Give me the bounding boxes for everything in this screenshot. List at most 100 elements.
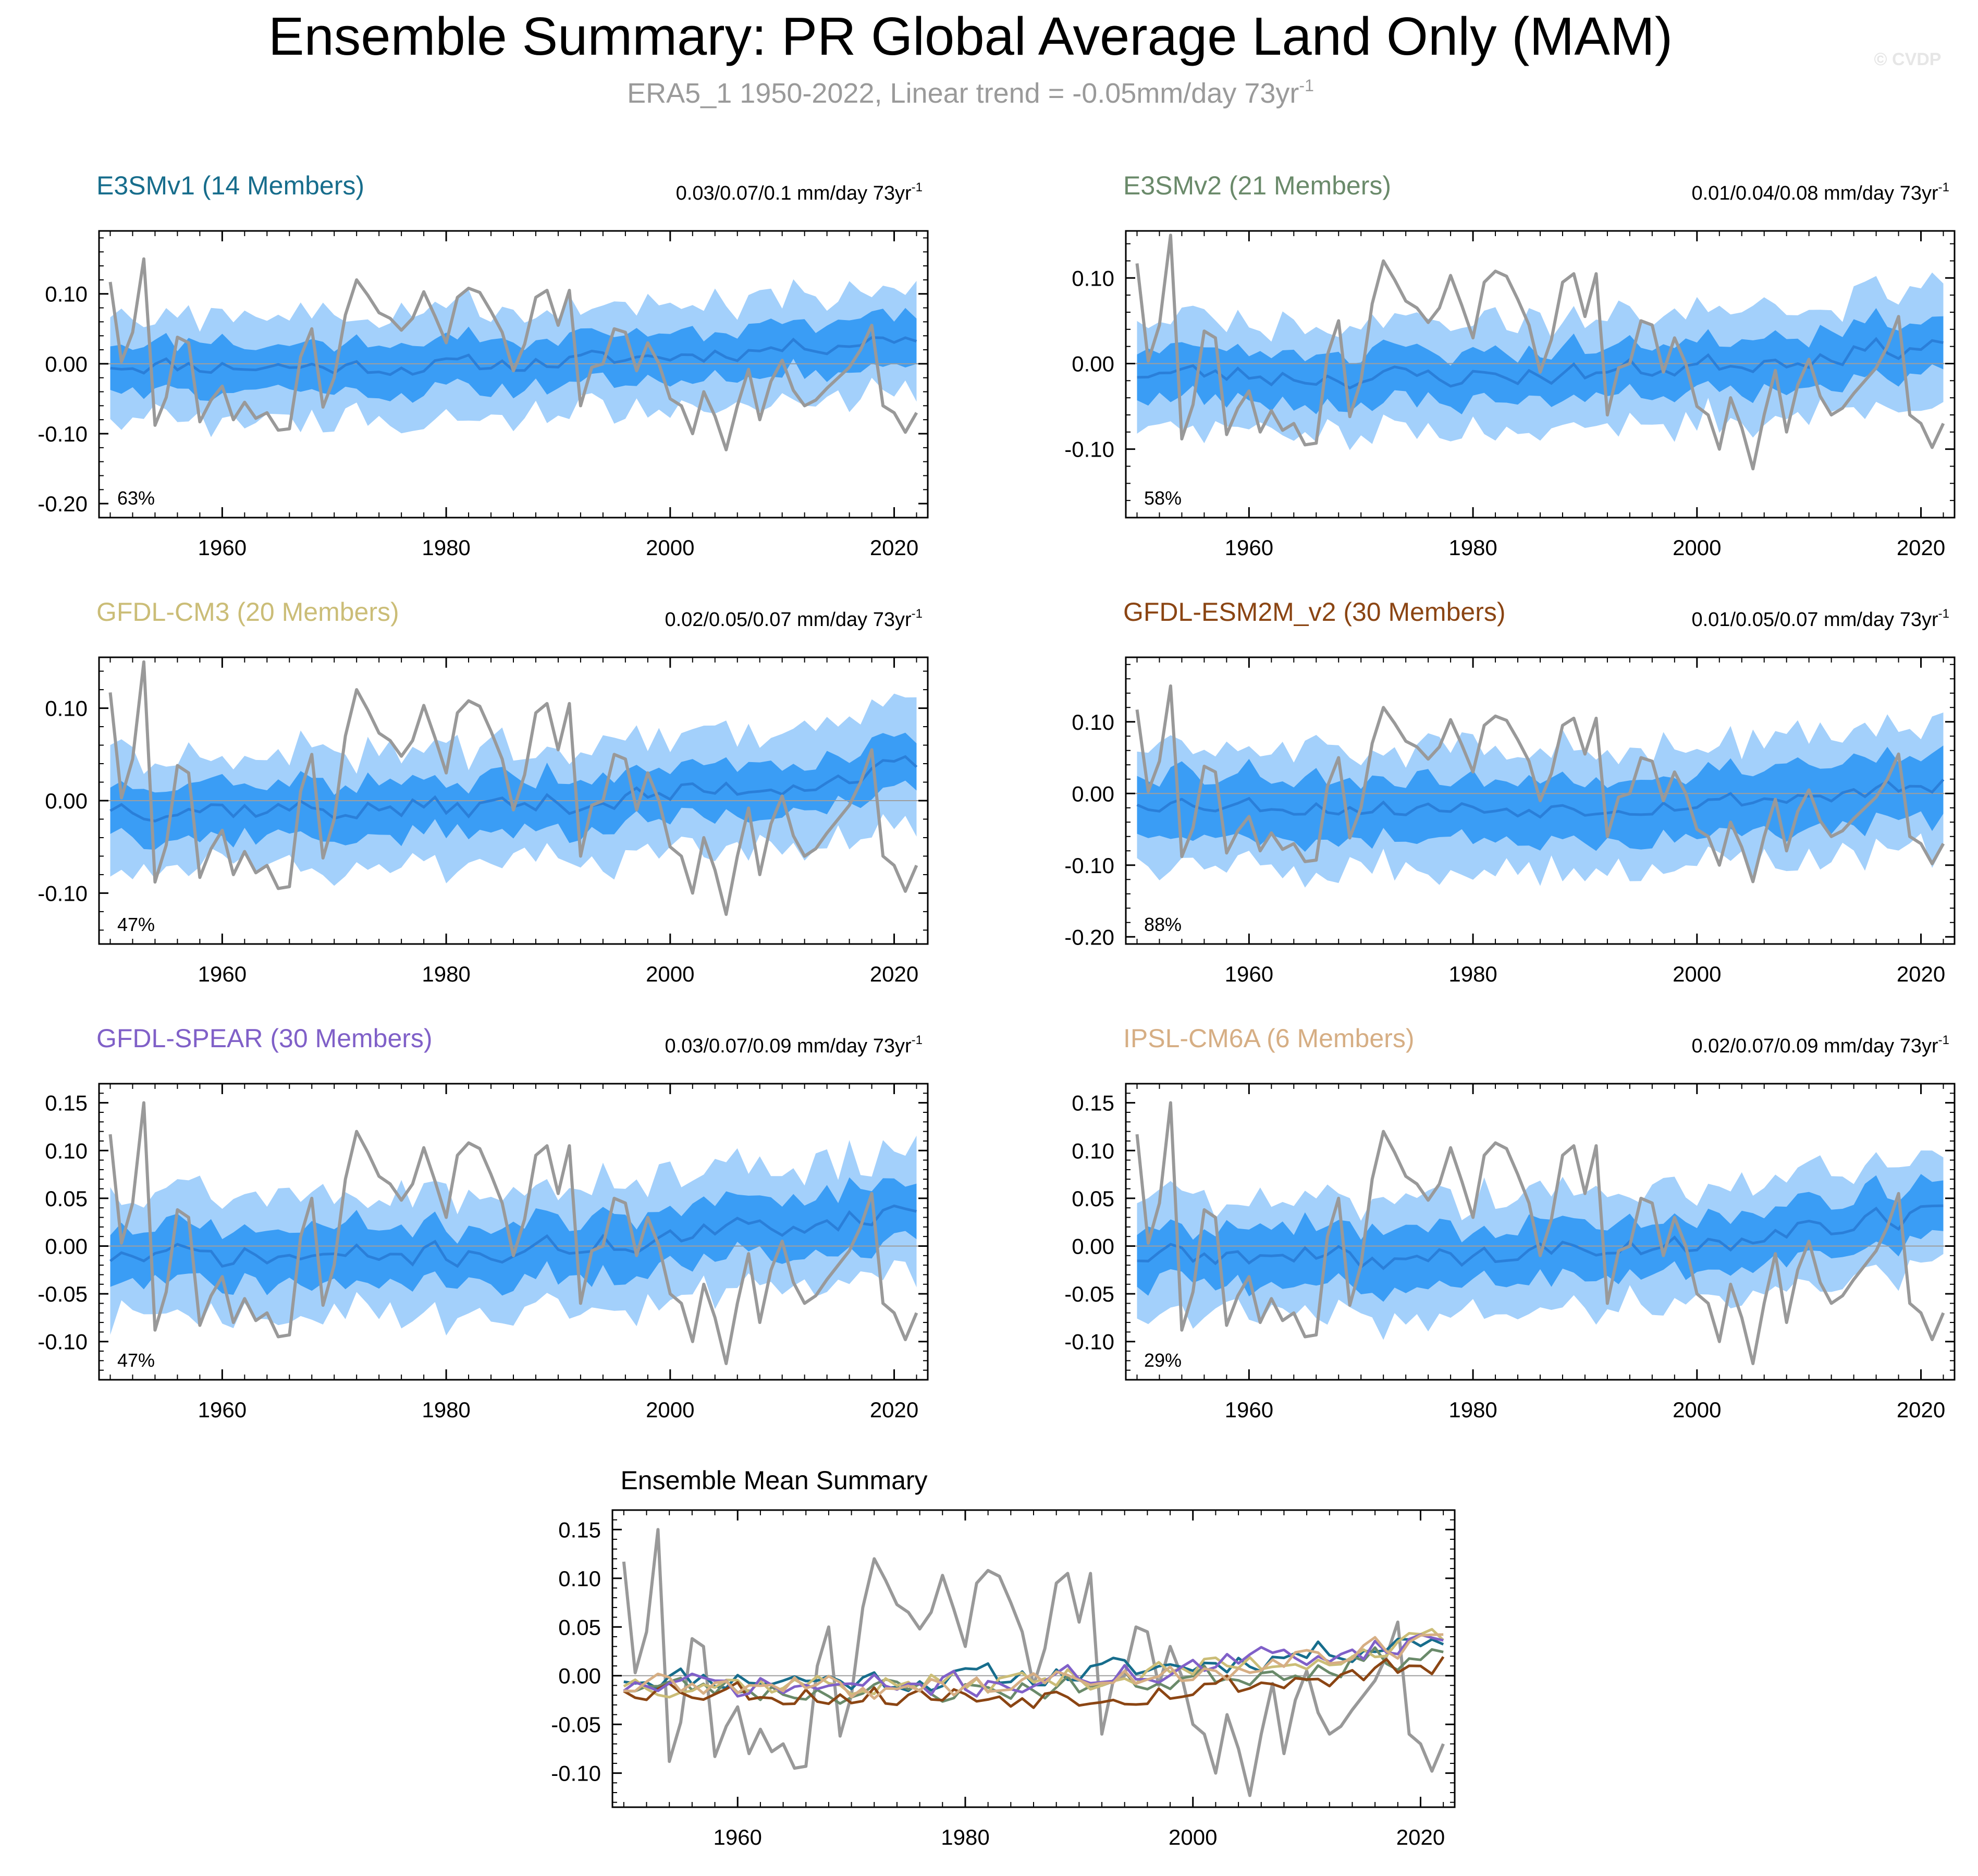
observed-line xyxy=(108,257,918,451)
y-tick-label: 0.00 xyxy=(45,789,88,813)
y-tick-label: 0.10 xyxy=(558,1566,601,1591)
percent-label: 47% xyxy=(117,914,155,935)
x-tick-label: 1980 xyxy=(941,1825,989,1849)
panel-trend-text: 0.02/0.07/0.09 mm/day 73yr-1 xyxy=(1691,1033,1949,1057)
y-tick-label: 0.05 xyxy=(1072,1186,1114,1211)
y-tick-label: 0.00 xyxy=(558,1664,601,1688)
panel-4: 0.10 0.00 -0.10 -0.20 1960 1980 2000 2020 GFDL-E… xyxy=(1064,597,1956,986)
ensemble-range-25-75 xyxy=(110,308,917,403)
panel-title: E3SMv1 (14 Members) xyxy=(96,171,364,200)
panel-6: 0.15 0.10 0.05 0.00 -0.05 -0.10 1960 1980 2000 20… xyxy=(1064,1024,1956,1422)
ensemble-mean-line-GFDL-SPEAR xyxy=(623,1633,1444,1698)
trend-sup: -1 xyxy=(1938,1033,1949,1047)
trend-sup: -1 xyxy=(1938,180,1949,194)
trend-value: 0.03/0.07/0.09 mm/day 73yr xyxy=(665,1035,912,1057)
y-tick-label: 0.15 xyxy=(558,1517,601,1542)
panel-1: 0.10 0.00 -0.10 -0.20 1960 1980 2000 2020 E3SMv1… xyxy=(38,171,929,560)
panel-5: 0.15 0.10 0.05 0.00 -0.05 -0.10 1960 1980 2000 20… xyxy=(38,1024,929,1422)
observed-line xyxy=(1135,684,1945,884)
plot-area xyxy=(99,257,928,451)
x-tick-label: 1980 xyxy=(422,535,470,560)
plot-area xyxy=(99,1101,928,1365)
ensemble-mean-line-GFDL-ESM2M_v2 xyxy=(623,1656,1445,1709)
trend-value: 0.03/0.07/0.1 mm/day 73yr xyxy=(676,182,912,204)
panel-3: 0.10 0.00 -0.10 1960 1980 2000 2020 GFDL-CM3 (2… xyxy=(38,597,929,986)
x-tick-label: 2000 xyxy=(646,1397,694,1422)
trend-sup: -1 xyxy=(912,1033,923,1047)
panel-title: IPSL-CM6A (6 Members) xyxy=(1123,1024,1414,1053)
x-tick-label: 2020 xyxy=(870,535,918,560)
subtitle-text: ERA5_1 1950-2022, Linear trend = -0.05mm… xyxy=(627,78,1299,109)
x-tick-label: 1960 xyxy=(1225,1397,1273,1422)
observed-line xyxy=(622,1528,1445,1797)
ensemble-mean-line-IPSL-CM6A xyxy=(623,1633,1444,1700)
y-tick-label: 0.00 xyxy=(45,352,88,376)
x-tick-label: 1960 xyxy=(198,1397,247,1422)
y-tick-label: -0.05 xyxy=(551,1712,601,1737)
panel-trend-text: 0.01/0.04/0.08 mm/day 73yr-1 xyxy=(1691,180,1949,204)
watermark: © CVDP xyxy=(1874,50,1942,69)
y-tick-label: -0.20 xyxy=(1064,925,1114,949)
y-tick-label: 0.15 xyxy=(45,1091,88,1115)
y-tick-label: 0.10 xyxy=(1072,710,1114,734)
x-tick-label: 1960 xyxy=(1225,962,1273,986)
panel-7: 0.15 0.10 0.05 0.00 -0.05 -0.10 1960 1980 2000 20… xyxy=(551,1466,1456,1849)
panel-trend-text: 0.03/0.07/0.09 mm/day 73yr-1 xyxy=(665,1033,923,1057)
ensemble-mean-line xyxy=(1137,337,1944,390)
y-tick-label: 0.00 xyxy=(1072,1234,1114,1258)
x-tick-label: 1980 xyxy=(1448,962,1497,986)
trend-sup: -1 xyxy=(912,607,923,621)
x-tick-label: 2020 xyxy=(1897,535,1945,560)
plot-frame xyxy=(611,1509,1456,1808)
panel-title: GFDL-ESM2M_v2 (30 Members) xyxy=(1123,597,1506,627)
x-tick-label: 1980 xyxy=(1448,1397,1497,1422)
y-tick-label: -0.05 xyxy=(1064,1282,1114,1306)
plot-area xyxy=(1126,684,1955,888)
trend-value: 0.01/0.05/0.07 mm/day 73yr xyxy=(1691,609,1938,631)
x-tick-label: 1980 xyxy=(422,962,470,986)
plot-area xyxy=(612,1528,1455,1797)
figure-title: Ensemble Summary: PR Global Average Land… xyxy=(268,6,1673,66)
plot-area xyxy=(1126,1101,1955,1365)
figure-subtitle: ERA5_1 1950-2022, Linear trend = -0.05mm… xyxy=(627,76,1314,109)
x-tick-label: 2020 xyxy=(870,1397,918,1422)
ensemble-range-25-75 xyxy=(110,732,917,850)
percent-label: 63% xyxy=(117,487,155,509)
y-tick-label: 0.00 xyxy=(1072,781,1114,806)
y-tick-label: -0.10 xyxy=(38,881,88,905)
x-tick-label: 1980 xyxy=(1448,535,1497,560)
y-tick-label: 0.10 xyxy=(1072,1138,1114,1163)
percent-label: 58% xyxy=(1144,487,1182,509)
panel-trend-text: 0.01/0.05/0.07 mm/day 73yr-1 xyxy=(1691,607,1949,631)
panel-title: Ensemble Mean Summary xyxy=(620,1466,927,1495)
trend-value: 0.02/0.05/0.07 mm/day 73yr xyxy=(665,609,912,631)
y-tick-label: 0.10 xyxy=(45,1138,88,1163)
panel-trend-text: 0.03/0.07/0.1 mm/day 73yr-1 xyxy=(676,180,923,204)
percent-label: 29% xyxy=(1144,1350,1182,1371)
x-tick-label: 1960 xyxy=(1225,535,1273,560)
y-tick-label: 0.10 xyxy=(1072,266,1114,290)
observed-line xyxy=(108,660,918,916)
x-tick-label: 2020 xyxy=(1897,1397,1945,1422)
y-tick-label: -0.10 xyxy=(1064,1330,1114,1354)
ensemble-mean-line-GFDL-CM3 xyxy=(623,1628,1444,1699)
y-tick-label: 0.00 xyxy=(45,1234,88,1258)
y-tick-label: 0.15 xyxy=(1072,1091,1114,1115)
plot-area xyxy=(1126,234,1955,471)
observed-line xyxy=(1135,234,1945,471)
panel-title: GFDL-SPEAR (30 Members) xyxy=(96,1024,433,1053)
ensemble-mean-line xyxy=(1137,1204,1944,1270)
ensemble-mean-line xyxy=(1136,778,1945,819)
y-tick-label: -0.20 xyxy=(38,492,88,516)
trend-value: 0.02/0.07/0.09 mm/day 73yr xyxy=(1691,1035,1938,1057)
x-tick-label: 1960 xyxy=(713,1825,761,1849)
x-tick-label: 2000 xyxy=(1673,535,1721,560)
panel-trend-text: 0.02/0.05/0.07 mm/day 73yr-1 xyxy=(665,607,923,631)
trend-value: 0.01/0.04/0.08 mm/day 73yr xyxy=(1691,182,1938,204)
panel-2: 0.10 0.00 -0.10 1960 1980 2000 2020 E3SMv2 (21 … xyxy=(1064,171,1956,560)
trend-sup: -1 xyxy=(1938,607,1949,621)
x-tick-label: 2020 xyxy=(870,962,918,986)
x-tick-label: 2020 xyxy=(1897,962,1945,986)
y-tick-label: -0.10 xyxy=(1064,853,1114,878)
